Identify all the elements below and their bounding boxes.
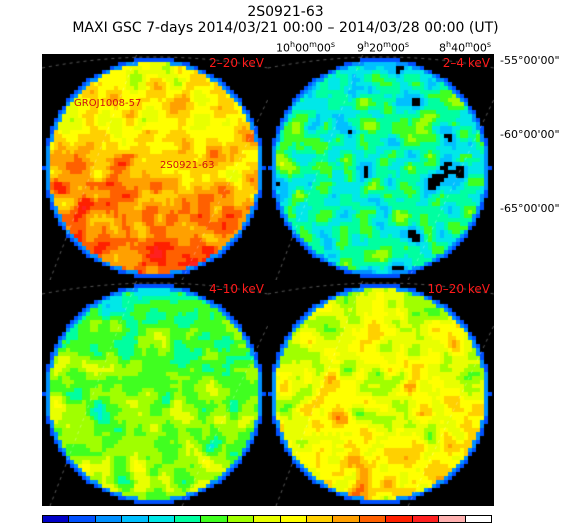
dec-label-60: -60°00'00" xyxy=(500,128,560,141)
panel-2-20-kev: 2–20 keV GROJ1008-57 2S0921-63 xyxy=(42,54,268,280)
color-scale-swatch-3 xyxy=(122,516,149,522)
color-scale-swatch-9 xyxy=(280,516,308,522)
color-scale-swatch-1 xyxy=(69,516,96,522)
ra-label-8h40m: 8h40m00s xyxy=(439,40,492,55)
color-scale-swatch-5 xyxy=(175,516,202,522)
color-scale-swatch-16 xyxy=(465,516,491,522)
color-scale-swatch-13 xyxy=(386,516,413,522)
source-label-2s0921-63: 2S0921-63 xyxy=(160,160,215,171)
panel-2-4-kev: 2–4 keV xyxy=(268,54,494,280)
panel-10-20-kev: 10–20 keV xyxy=(268,280,494,506)
sky-map-2-20-kev xyxy=(42,54,268,280)
color-scale-swatch-11 xyxy=(333,516,360,522)
dec-label-65: -65°00'00" xyxy=(500,202,560,215)
panel-4-10-kev: 4–10 keV xyxy=(42,280,268,506)
color-scale-swatch-12 xyxy=(359,516,387,522)
energy-band-label: 2–4 keV xyxy=(442,56,490,70)
sky-map-4-10-kev xyxy=(42,280,268,506)
color-scale-swatch-15 xyxy=(439,516,466,522)
source-title: 2S0921-63 xyxy=(247,4,324,20)
color-scale-swatch-0 xyxy=(43,516,70,522)
color-scale-swatch-14 xyxy=(412,516,440,522)
energy-band-label: 4–10 keV xyxy=(209,282,264,296)
color-scale-swatch-10 xyxy=(307,516,334,522)
source-label-groj1008-57: GROJ1008-57 xyxy=(74,98,142,109)
color-scale-swatch-2 xyxy=(95,516,123,522)
color-scale-swatch-8 xyxy=(254,516,281,522)
color-scale-swatch-4 xyxy=(148,516,176,522)
color-scale-bar xyxy=(42,515,492,523)
energy-band-label: 2–20 keV xyxy=(209,56,264,70)
ra-label-9h20m: 9h20m00s xyxy=(357,40,410,55)
sky-map-2-4-kev xyxy=(268,54,494,280)
color-scale-swatch-6 xyxy=(201,516,228,522)
observation-subtitle: MAXI GSC 7-days 2014/03/21 00:00 – 2014/… xyxy=(72,20,499,36)
energy-band-label: 10–20 keV xyxy=(427,282,490,296)
dec-label-55: -55°00'00" xyxy=(500,54,560,67)
sky-map-10-20-kev xyxy=(268,280,494,506)
color-scale-swatch-7 xyxy=(227,516,255,522)
ra-label-10h: 10h00m00s xyxy=(276,40,336,55)
